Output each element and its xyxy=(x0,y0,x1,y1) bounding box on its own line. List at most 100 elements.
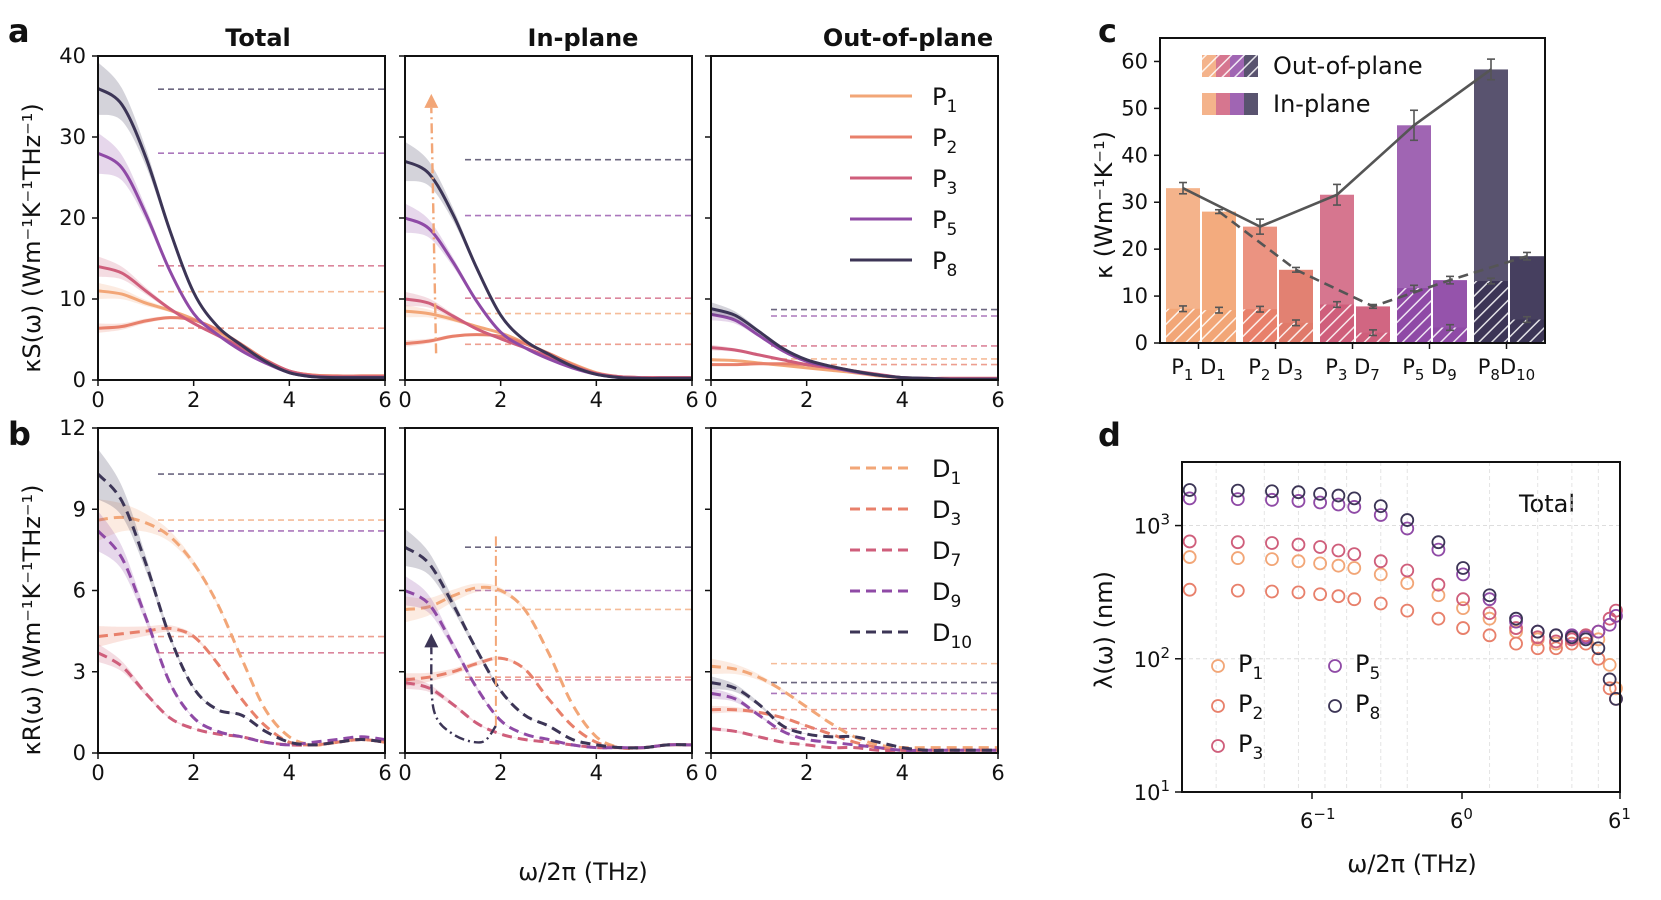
a-arrowhead xyxy=(424,93,439,108)
d-point-P2 xyxy=(1400,603,1415,618)
b-xtick-label: 4 xyxy=(283,761,296,785)
b-band-D1 xyxy=(405,583,692,749)
a-ytick-label: 0 xyxy=(73,368,86,392)
b-legend-label-D1: D1 xyxy=(932,455,961,489)
b-legend-label-D3: D3 xyxy=(932,496,961,530)
c-bar-hatch-P1 xyxy=(1166,308,1200,343)
d-point-P8 xyxy=(1265,484,1279,499)
col-title-in-plane: In-plane xyxy=(528,24,639,52)
d-ytick-label: 103 xyxy=(1134,511,1170,539)
b-series-D3 xyxy=(97,626,386,747)
d-point-P5 xyxy=(1331,497,1346,512)
a-xtick-label: 2 xyxy=(494,388,507,412)
b-xtick-label: 2 xyxy=(187,761,200,785)
c-xtick-label: P3 D7 xyxy=(1325,355,1380,384)
c-legend-label: Out-of-plane xyxy=(1273,52,1423,80)
a-ytick-label: 20 xyxy=(59,206,86,230)
b-ytick-label: 6 xyxy=(73,579,86,603)
c-ytick-label: 60 xyxy=(1121,49,1148,73)
b-series-D3 xyxy=(710,707,998,752)
c-legend-swatch xyxy=(1230,93,1244,115)
d-xtick-label: 60 xyxy=(1450,805,1473,833)
b-legend-label-D10: D10 xyxy=(932,619,972,653)
b-band-D1 xyxy=(98,499,385,746)
b-series-D9 xyxy=(710,691,998,752)
a-xtick-label: 4 xyxy=(896,388,909,412)
d-point-P8 xyxy=(1230,483,1245,498)
d-legend-label-P1: P1 xyxy=(1238,650,1263,684)
c-ytick-label: 30 xyxy=(1121,190,1148,214)
d-point-P3 xyxy=(1509,621,1523,635)
b-band-D7 xyxy=(405,676,692,748)
panel-letter-c: c xyxy=(1098,12,1117,50)
c-legend-swatch xyxy=(1202,93,1216,115)
d-point-P3 xyxy=(1456,592,1470,607)
d-point-P2 xyxy=(1291,585,1306,600)
a-band-P5 xyxy=(711,308,998,380)
d-point-P8 xyxy=(1564,630,1579,645)
d-ytick-label: 102 xyxy=(1134,644,1170,672)
d-legend-label-P2: P2 xyxy=(1238,690,1263,724)
b-xtick-label: 0 xyxy=(704,761,717,785)
d-legend-marker-P3 xyxy=(1211,739,1225,753)
c-bar-hatch-D1 xyxy=(1202,310,1236,343)
b-xtick-label: 2 xyxy=(800,761,813,785)
a-xtick-label: 0 xyxy=(704,388,717,412)
a-ytick-label: 10 xyxy=(59,287,86,311)
c-bar-hatch-D3 xyxy=(1279,322,1313,343)
a-ytick-label: 40 xyxy=(59,44,86,68)
b-xtick-label: 6 xyxy=(685,761,698,785)
c-bar-hatch-D7 xyxy=(1356,332,1390,343)
d-point-P8 xyxy=(1291,485,1306,500)
panel-letter-d: d xyxy=(1098,416,1121,454)
d-point-P3 xyxy=(1609,603,1623,618)
d-xtick-label: 61 xyxy=(1608,805,1631,833)
d-point-P2 xyxy=(1578,636,1593,651)
d-point-P2 xyxy=(1313,587,1328,602)
d-frame xyxy=(1181,461,1621,793)
a-band-P8 xyxy=(405,141,692,379)
panel-ab-xlabel: ω/2π (THz) xyxy=(518,858,648,886)
d-point-P3 xyxy=(1373,554,1388,569)
b-col-total: 0 2 4 6 0 3 6 9 12 xyxy=(59,416,391,785)
d-point-P3 xyxy=(1347,547,1362,562)
c-legend-hatch xyxy=(1230,55,1244,77)
b-frame-0 xyxy=(97,427,386,754)
d-legend-marker-P2 xyxy=(1211,699,1225,713)
b-series-D10 xyxy=(96,472,386,747)
a-xtick-label: 2 xyxy=(800,388,813,412)
c-bar-hatch-D9 xyxy=(1433,327,1467,343)
b-band-D3 xyxy=(98,624,385,745)
d-legend-label-P8: P8 xyxy=(1355,690,1380,724)
c-bar-hatch-P8 xyxy=(1474,281,1508,343)
b-band-D9 xyxy=(405,575,692,748)
b-series-D10 xyxy=(404,545,693,750)
d-point-P8 xyxy=(1602,672,1617,687)
b-xtick-label: 2 xyxy=(494,761,507,785)
d-point-P8 xyxy=(1482,588,1497,603)
a-frame-1 xyxy=(404,55,693,381)
d-point-P1 xyxy=(1373,567,1388,582)
c-ytick-label: 50 xyxy=(1121,96,1148,120)
d-point-P3 xyxy=(1549,634,1563,649)
a-band-P1 xyxy=(98,282,385,377)
b-series-D7 xyxy=(404,681,693,750)
c-xtick-label: P2 D3 xyxy=(1248,355,1303,384)
c-bar-hatch-P2 xyxy=(1243,309,1277,343)
b-series-D9 xyxy=(96,529,386,747)
c-bar-hatch-P3 xyxy=(1320,304,1354,343)
d-point-P3 xyxy=(1313,540,1328,554)
a-legend-label-P3: P3 xyxy=(932,165,957,199)
d-point-P5 xyxy=(1456,567,1470,582)
a-band-P8 xyxy=(711,302,998,380)
d-point-P3 xyxy=(1291,537,1306,552)
c-line-defect xyxy=(1218,210,1528,308)
b-xtick-label: 4 xyxy=(896,761,909,785)
d-point-P8 xyxy=(1549,628,1563,643)
d-point-P5 xyxy=(1347,500,1362,514)
a-xtick-label: 4 xyxy=(283,388,296,412)
d-point-P3 xyxy=(1265,536,1279,550)
d-point-P8 xyxy=(1313,486,1328,501)
b-ytick-label: 12 xyxy=(59,416,86,440)
c-legend-hatch xyxy=(1216,55,1230,77)
